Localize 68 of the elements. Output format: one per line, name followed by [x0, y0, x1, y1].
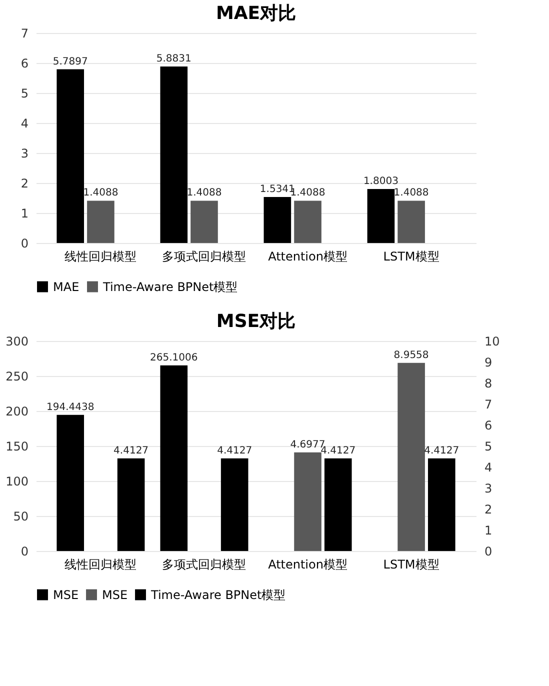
- y2-tick-label: 1: [484, 524, 492, 538]
- data-label: 8.9558: [394, 350, 429, 361]
- y-tick-label: 0: [20, 544, 28, 558]
- legend-label: Time-Aware BPNet模型: [150, 588, 286, 602]
- y2-tick-label: 3: [484, 482, 492, 496]
- y2-tick-label: 7: [484, 398, 492, 412]
- y2-tick-label: 6: [484, 418, 492, 432]
- data-label: 1.4088: [394, 188, 429, 199]
- bar: [367, 188, 395, 243]
- bar: [264, 196, 292, 243]
- legend-label: MSE: [102, 588, 128, 602]
- y-tick-label: 3: [20, 146, 28, 160]
- bar: [160, 66, 188, 243]
- x-tick-label: 多项式回归模型: [162, 250, 246, 264]
- data-label: 265.1006: [150, 352, 198, 364]
- y-tick-label: 5: [20, 86, 28, 100]
- data-label: 4.4127: [114, 445, 149, 456]
- bar: [190, 200, 218, 243]
- y-tick-label: 250: [6, 370, 28, 384]
- data-label: 1.4088: [83, 188, 118, 199]
- data-label: 5.7897: [52, 56, 88, 68]
- y2-tick-label: 9: [484, 356, 492, 370]
- y2-tick-label: 10: [484, 334, 500, 348]
- y2-tick-label: 5: [484, 440, 492, 454]
- x-tick-label: LSTM模型: [383, 250, 440, 264]
- chart-title: MAE对比: [216, 3, 296, 24]
- data-label: 1.8003: [363, 176, 398, 187]
- x-tick-label: LSTM模型: [383, 558, 440, 572]
- bar: [324, 458, 352, 551]
- y-tick-label: 100: [6, 474, 28, 488]
- x-tick-label: Attention模型: [268, 558, 348, 572]
- bar: [220, 458, 248, 551]
- legend-label: MSE: [53, 588, 79, 602]
- y-tick-label: 6: [20, 56, 28, 70]
- y-tick-label: 4: [20, 116, 28, 130]
- data-label: 5.8831: [156, 54, 192, 65]
- y2-tick-label: 4: [484, 460, 492, 474]
- y-tick-label: 7: [20, 26, 28, 40]
- y2-tick-label: 0: [484, 544, 492, 558]
- data-label: 1.4088: [186, 188, 222, 199]
- bar: [117, 458, 145, 551]
- y-tick-label: 300: [6, 334, 28, 348]
- data-label: 194.4438: [46, 402, 94, 413]
- x-tick-label: Attention模型: [268, 250, 348, 264]
- y2-tick-label: 2: [484, 502, 492, 516]
- bar: [294, 452, 322, 551]
- y2-tick-label: 8: [484, 376, 492, 390]
- bar: [294, 200, 322, 243]
- x-tick-label: 线性回归模型: [64, 558, 137, 572]
- data-label: 4.4127: [217, 445, 252, 456]
- bar: [398, 362, 425, 551]
- y-tick-label: 1: [20, 206, 28, 220]
- data-label: 4.4127: [320, 445, 356, 456]
- legend-label: Time-Aware BPNet模型: [102, 280, 238, 294]
- y-tick-label: 2: [20, 176, 28, 190]
- y-tick-label: 150: [6, 440, 28, 454]
- bar: [428, 458, 456, 551]
- bar: [87, 200, 114, 243]
- y-tick-label: 0: [20, 236, 28, 250]
- y-tick-label: 50: [13, 510, 28, 524]
- bar: [398, 200, 425, 243]
- bar: [56, 69, 84, 243]
- legend-label: MAE: [53, 280, 80, 294]
- x-tick-label: 线性回归模型: [64, 250, 137, 264]
- data-label: 1.4088: [290, 188, 326, 199]
- y-tick-label: 200: [6, 404, 28, 418]
- x-tick-label: 多项式回归模型: [162, 558, 246, 572]
- chart-title: MSE对比: [216, 311, 296, 332]
